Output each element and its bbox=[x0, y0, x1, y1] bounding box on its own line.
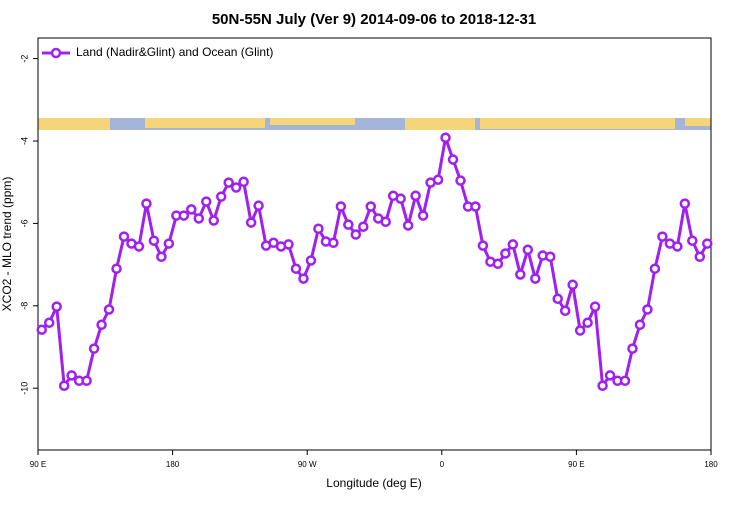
data-point bbox=[238, 176, 249, 188]
data-point bbox=[43, 317, 55, 328]
data-point bbox=[619, 375, 631, 387]
data-point bbox=[447, 154, 459, 165]
data-point bbox=[432, 174, 444, 185]
x-tick-label: 180 bbox=[704, 460, 718, 469]
x-tick-label: 90 E bbox=[568, 460, 584, 469]
legend-marker bbox=[50, 47, 62, 59]
data-point bbox=[567, 279, 578, 291]
data-point bbox=[58, 380, 70, 391]
data-point bbox=[88, 343, 100, 354]
data-point bbox=[492, 258, 504, 270]
data-point bbox=[328, 237, 339, 249]
legend-label: Land (Nadir&Glint) and Ocean (Glint) bbox=[76, 45, 273, 59]
data-point bbox=[133, 241, 145, 252]
map-strip bbox=[38, 118, 711, 130]
data-point bbox=[290, 263, 302, 274]
data-point bbox=[283, 239, 294, 250]
data-point bbox=[96, 319, 107, 331]
data-point bbox=[500, 248, 511, 259]
data-point bbox=[380, 216, 391, 228]
data-point bbox=[477, 240, 489, 251]
data-point bbox=[193, 213, 205, 224]
data-point bbox=[544, 251, 556, 263]
data-point bbox=[702, 238, 713, 249]
data-point bbox=[156, 251, 167, 263]
data-point bbox=[245, 217, 257, 228]
y-tick-label: -6 bbox=[19, 219, 29, 227]
data-point bbox=[574, 325, 586, 336]
data-point bbox=[81, 375, 92, 387]
data-point bbox=[343, 219, 354, 230]
x-tick-label: 0 bbox=[440, 460, 445, 469]
data-point bbox=[395, 193, 406, 204]
data-point bbox=[253, 200, 264, 211]
data-point bbox=[687, 235, 698, 246]
y-tick-label: -8 bbox=[19, 302, 29, 310]
data-point bbox=[335, 201, 347, 212]
data-point bbox=[350, 229, 362, 240]
x-axis-label: Longitude (deg E) bbox=[326, 476, 421, 490]
x-tick-label: 90 E bbox=[30, 460, 46, 469]
data-point bbox=[178, 210, 190, 221]
data-point bbox=[649, 263, 661, 274]
data-point bbox=[507, 239, 519, 250]
data-point bbox=[402, 220, 414, 231]
data-point bbox=[215, 191, 227, 202]
data-point bbox=[694, 251, 706, 263]
data-point bbox=[111, 263, 122, 274]
data-point bbox=[657, 231, 668, 242]
data-point bbox=[163, 238, 175, 249]
data-point bbox=[589, 301, 601, 312]
data-point bbox=[470, 201, 481, 212]
data-point bbox=[604, 370, 616, 381]
data-point bbox=[51, 301, 62, 312]
data-point bbox=[186, 204, 197, 215]
data-point bbox=[597, 380, 608, 391]
y-tick-label: -10 bbox=[19, 382, 29, 395]
data-point bbox=[627, 343, 638, 354]
data-point bbox=[298, 273, 309, 284]
data-point bbox=[223, 177, 234, 188]
data-point bbox=[358, 221, 369, 232]
data-point bbox=[313, 223, 324, 235]
data-point bbox=[455, 175, 466, 186]
x-tick-label: 180 bbox=[166, 460, 180, 469]
data-point bbox=[208, 215, 219, 226]
data-point bbox=[642, 304, 653, 315]
x-tick-label: 90 W bbox=[298, 460, 317, 469]
data-point bbox=[417, 210, 429, 221]
data-point bbox=[230, 182, 242, 193]
series-line bbox=[40, 131, 709, 390]
data-point bbox=[679, 198, 691, 209]
data-point bbox=[148, 235, 160, 246]
y-tick-label: -2 bbox=[19, 55, 29, 63]
data-point bbox=[365, 201, 377, 212]
data-point bbox=[141, 198, 152, 209]
data-point bbox=[634, 319, 646, 331]
data-point bbox=[672, 241, 683, 252]
y-axis-label: XCO2 - MLO trend (ppm) bbox=[0, 177, 14, 312]
data-point bbox=[118, 231, 130, 242]
data-point bbox=[201, 196, 212, 207]
data-point bbox=[103, 304, 115, 315]
data-point bbox=[530, 273, 541, 284]
legend: Land (Nadir&Glint) and Ocean (Glint) bbox=[42, 45, 273, 59]
data-point bbox=[36, 324, 47, 335]
chart-title: 50N-55N July (Ver 9) 2014-09-06 to 2018-… bbox=[212, 11, 536, 28]
data-point bbox=[305, 255, 317, 266]
y-tick-label: -4 bbox=[19, 137, 29, 145]
data-point bbox=[515, 269, 526, 280]
data-point bbox=[66, 370, 77, 381]
data-point bbox=[552, 293, 563, 305]
data-point bbox=[440, 132, 451, 143]
data-point bbox=[582, 317, 593, 328]
data-point bbox=[522, 244, 534, 256]
data-point bbox=[410, 190, 421, 202]
data-point bbox=[559, 305, 571, 316]
